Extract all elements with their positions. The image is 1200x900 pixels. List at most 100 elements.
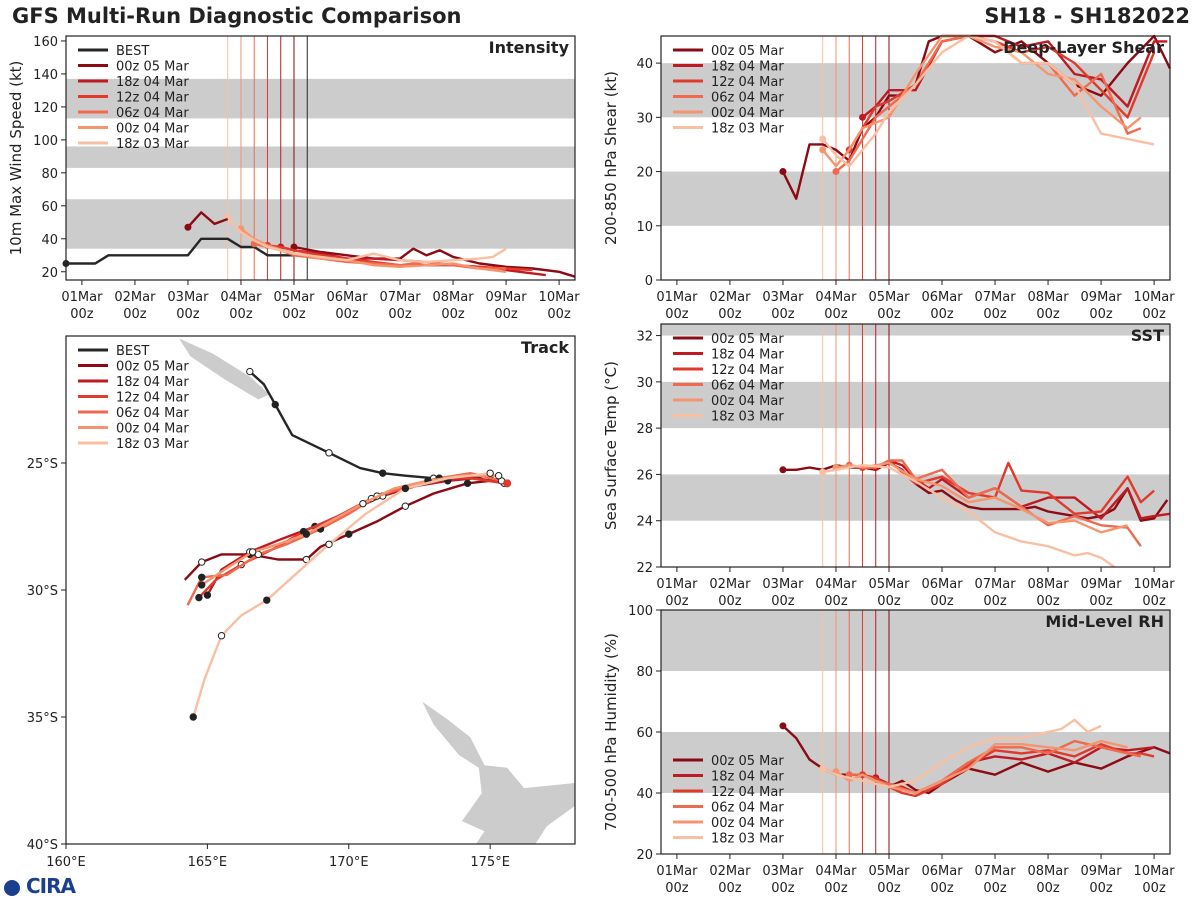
- rh-xtick-label: 00z: [1036, 881, 1060, 896]
- intensity-xtick-label: 10Mar: [539, 290, 581, 305]
- intensity-series-line: [226, 216, 507, 264]
- intensity-legend-label: 12z 04 Mar: [116, 91, 189, 106]
- track-ytick-label: 30°S: [27, 584, 58, 599]
- shear-title: Deep-Layer Shear: [1003, 38, 1164, 57]
- shear-band: [661, 171, 1170, 226]
- sst-xtick-label: 02Mar: [709, 577, 751, 592]
- intensity-ytick-label: 40: [41, 233, 58, 248]
- intensity-panel: 20 40 60 80 100 120 140 160 01Mar 00z 02Mar 00z 03Ma…: [7, 35, 580, 322]
- track-point-marker: [271, 400, 279, 409]
- sst-ytick-label: 26: [636, 468, 653, 483]
- track-legend-label: 18z 03 Mar: [116, 437, 189, 452]
- shear-series-marker: [779, 168, 787, 176]
- intensity-legend-label: 06z 04 Mar: [116, 106, 189, 121]
- shear-xtick-label: 00z: [824, 307, 848, 322]
- shear-series-marker: [832, 168, 840, 176]
- rh-xtick-label: 01Mar: [656, 864, 698, 879]
- track-point-marker: [195, 593, 203, 602]
- rh-xtick-label: 05Mar: [868, 864, 910, 879]
- track-point-marker: [325, 540, 333, 548]
- intensity-xtick-label: 07Mar: [379, 290, 421, 305]
- track-legend-label: 00z 05 Mar: [116, 360, 189, 375]
- intensity-band: [66, 199, 575, 249]
- rh-series-line: [835, 739, 1128, 795]
- intensity-xtick-label: 06Mar: [326, 290, 368, 305]
- track-series-line: [186, 472, 502, 606]
- sst-xtick-label: 03Mar: [762, 577, 804, 592]
- track-point-marker: [345, 530, 353, 538]
- shear-ytick-label: 10: [636, 220, 653, 235]
- intensity-series-marker: [184, 223, 192, 231]
- intensity-ylabel: 10m Max Wind Speed (kt): [7, 61, 25, 256]
- rh-panel: 20 40 60 80 100 01Mar 00z 02Mar 00z 03Mar 00z 04Mar…: [602, 604, 1175, 896]
- track-point-marker: [401, 502, 410, 510]
- track-point-marker: [189, 713, 197, 721]
- shear-xtick-label: 00z: [877, 307, 901, 322]
- sst-legend-label: 06z 04 Mar: [711, 379, 784, 394]
- shear-xtick-label: 00z: [983, 307, 1007, 322]
- sst-xtick-label: 09Mar: [1081, 577, 1123, 592]
- rh-series-line: [822, 718, 1102, 789]
- sst-ytick-label: 32: [636, 330, 653, 345]
- rh-series-marker: [779, 722, 787, 730]
- intensity-title: Intensity: [489, 38, 570, 57]
- shear-legend-label: 18z 04 Mar: [711, 60, 784, 75]
- track-point-marker: [217, 632, 226, 640]
- sst-xtick-label: 06Mar: [921, 577, 963, 592]
- shear-legend-label: 00z 04 Mar: [711, 106, 784, 121]
- intensity-ytick-label: 140: [33, 68, 58, 83]
- new-caledonia-land: [179, 338, 270, 400]
- rh-xtick-label: 00z: [983, 881, 1007, 896]
- intensity-ytick-label: 160: [33, 35, 58, 50]
- intensity-series-line: [293, 245, 576, 278]
- sst-panel: 22 24 26 28 30 32 01Mar 00z 02Mar 00z 03Mar 00z 04Ma…: [602, 323, 1175, 609]
- shear-legend-label: 12z 04 Mar: [711, 75, 784, 90]
- sst-xtick-label: 01Mar: [656, 577, 698, 592]
- rh-legend-label: 06z 04 Mar: [711, 801, 784, 816]
- track-panel: 160°E 165°E 170°E 175°E 25°S 30°S 35°S 40°S Trac…: [27, 335, 576, 870]
- rh-xtick-label: 07Mar: [974, 864, 1016, 879]
- shear-xtick-label: 00z: [665, 307, 689, 322]
- sst-legend-label: 18z 04 Mar: [711, 348, 784, 363]
- sst-band: [661, 381, 1170, 429]
- shear-xtick-label: 06Mar: [921, 290, 963, 305]
- sst-xtick-label: 00z: [1089, 594, 1113, 609]
- rh-xtick-label: 08Mar: [1028, 864, 1070, 879]
- rh-ylabel: 700-500 hPa Humidity (%): [602, 633, 620, 831]
- intensity-xtick-label: 01Mar: [61, 290, 103, 305]
- rh-xtick-label: 00z: [718, 881, 742, 896]
- sst-legend-label: 00z 05 Mar: [711, 332, 784, 347]
- intensity-ytick-label: 80: [41, 167, 58, 182]
- rh-ytick-label: 60: [636, 726, 653, 741]
- shear-xtick-label: 00z: [771, 307, 795, 322]
- storm-id-title: SH18 - SH182022: [984, 4, 1190, 28]
- shear-legend-label: 00z 05 Mar: [711, 44, 784, 59]
- shear-xtick-label: 09Mar: [1081, 290, 1123, 305]
- rh-xtick-label: 06Mar: [921, 864, 963, 879]
- cira-logo: CIRA: [4, 874, 76, 898]
- track-point-marker: [248, 548, 257, 556]
- sst-xtick-label: 08Mar: [1028, 577, 1070, 592]
- rh-xtick-label: 00z: [824, 881, 848, 896]
- intensity-legend-label: 18z 04 Mar: [116, 75, 189, 90]
- rh-ytick-label: 40: [636, 787, 653, 802]
- rh-xtick-label: 00z: [1142, 881, 1166, 896]
- track-point-marker: [486, 469, 494, 477]
- track-point-marker: [203, 591, 212, 599]
- sst-xtick-label: 00z: [1036, 594, 1060, 609]
- intensity-ytick-label: 120: [33, 101, 58, 116]
- sst-ylabel: Sea Surface Temp (°C): [602, 361, 620, 530]
- shear-ylabel: 200-850 hPa Shear (kt): [602, 71, 620, 245]
- intensity-xtick-label: 00z: [282, 307, 306, 322]
- track-point-marker: [401, 484, 410, 493]
- sst-legend-label: 00z 04 Mar: [711, 394, 784, 409]
- shear-xtick-label: 01Mar: [656, 290, 698, 305]
- intensity-xtick-label: 09Mar: [486, 290, 528, 305]
- shear-xtick-label: 05Mar: [868, 290, 910, 305]
- shear-series-line: [821, 34, 1155, 168]
- intensity-xtick-label: 00z: [388, 307, 412, 322]
- shear-xtick-label: 08Mar: [1028, 290, 1070, 305]
- track-ytick-label: 35°S: [27, 711, 58, 726]
- track-series-line: [248, 370, 491, 480]
